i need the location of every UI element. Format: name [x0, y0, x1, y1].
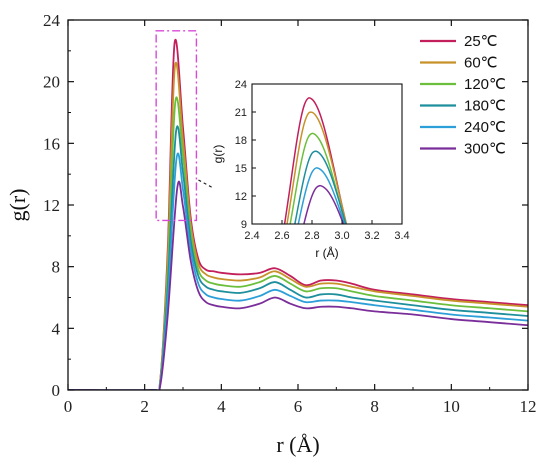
legend-label-0: 25℃ — [464, 33, 498, 50]
inset-y-tick-label: 9 — [241, 219, 247, 231]
inset-y-tick-label: 12 — [235, 191, 247, 203]
y-tick-label: 8 — [52, 258, 61, 277]
highlight-box — [155, 30, 198, 222]
y-tick-label: 12 — [43, 196, 60, 215]
inset-x-tick-label: 2.8 — [304, 230, 319, 242]
y-axis-title: g(r) — [5, 189, 30, 222]
x-tick-label: 6 — [294, 397, 303, 416]
inset-y-tick-label: 24 — [235, 79, 247, 91]
inset-frame — [251, 83, 403, 225]
inset-x-tick-label: 3.2 — [364, 230, 379, 242]
inset-x-tick-label: 3.4 — [394, 230, 409, 242]
y-tick-label: 24 — [43, 11, 61, 30]
x-tick-label: 0 — [64, 397, 73, 416]
inset-y-tick-label: 21 — [235, 107, 247, 119]
inset-series-line-1 — [286, 111, 348, 224]
inset-y-tick-label: 18 — [235, 135, 247, 147]
inset-y-tick-label: 15 — [235, 163, 247, 175]
inset-background — [213, 70, 408, 260]
legend-label-1: 60℃ — [464, 55, 498, 72]
y-tick-label: 4 — [52, 319, 61, 338]
inset-series-group — [283, 97, 348, 224]
inset-x-axis-title: r (Å) — [315, 245, 338, 260]
series-line-5 — [68, 180, 528, 390]
x-axis-title: r (Å) — [276, 432, 319, 457]
inset-y-axis-title: g(r) — [211, 145, 225, 164]
inset-x-tick-label: 2.4 — [244, 230, 259, 242]
x-tick-label: 2 — [140, 397, 149, 416]
legend-label-2: 120℃ — [464, 76, 506, 93]
x-tick-label: 10 — [443, 397, 460, 416]
x-tick-label: 12 — [520, 397, 537, 416]
y-tick-label: 16 — [43, 134, 60, 153]
highlight-rect — [155, 30, 198, 222]
legend-label-3: 180℃ — [464, 98, 506, 115]
inset-series-line-3 — [294, 150, 347, 224]
inset-series-line-5 — [303, 184, 345, 224]
series-line-4 — [68, 152, 528, 390]
legend: 25℃ 60℃ 120℃ 180℃ 240℃ 300℃ — [420, 33, 506, 158]
series-line-2 — [68, 96, 528, 390]
x-tick-label: 4 — [217, 397, 226, 416]
inset-series-line-0 — [283, 97, 348, 224]
legend-label-4: 240℃ — [464, 119, 506, 136]
series-line-3 — [68, 125, 528, 390]
inset-x-tick-label: 3.0 — [334, 230, 349, 242]
y-tick-label: 20 — [43, 73, 60, 92]
y-tick-label: 0 — [52, 381, 61, 400]
x-tick-label: 8 — [370, 397, 379, 416]
legend-label-5: 300℃ — [464, 141, 506, 158]
inset-plot: 2.4 2.6 2.8 3.0 3.2 3.4 9 12 15 18 21 24 r (Å) g(r) — [211, 70, 410, 260]
main-series-group — [68, 39, 528, 390]
inset-series-line-2 — [289, 132, 347, 224]
inset-x-tick-label: 2.6 — [274, 230, 289, 242]
inset-series-line-4 — [297, 167, 346, 224]
